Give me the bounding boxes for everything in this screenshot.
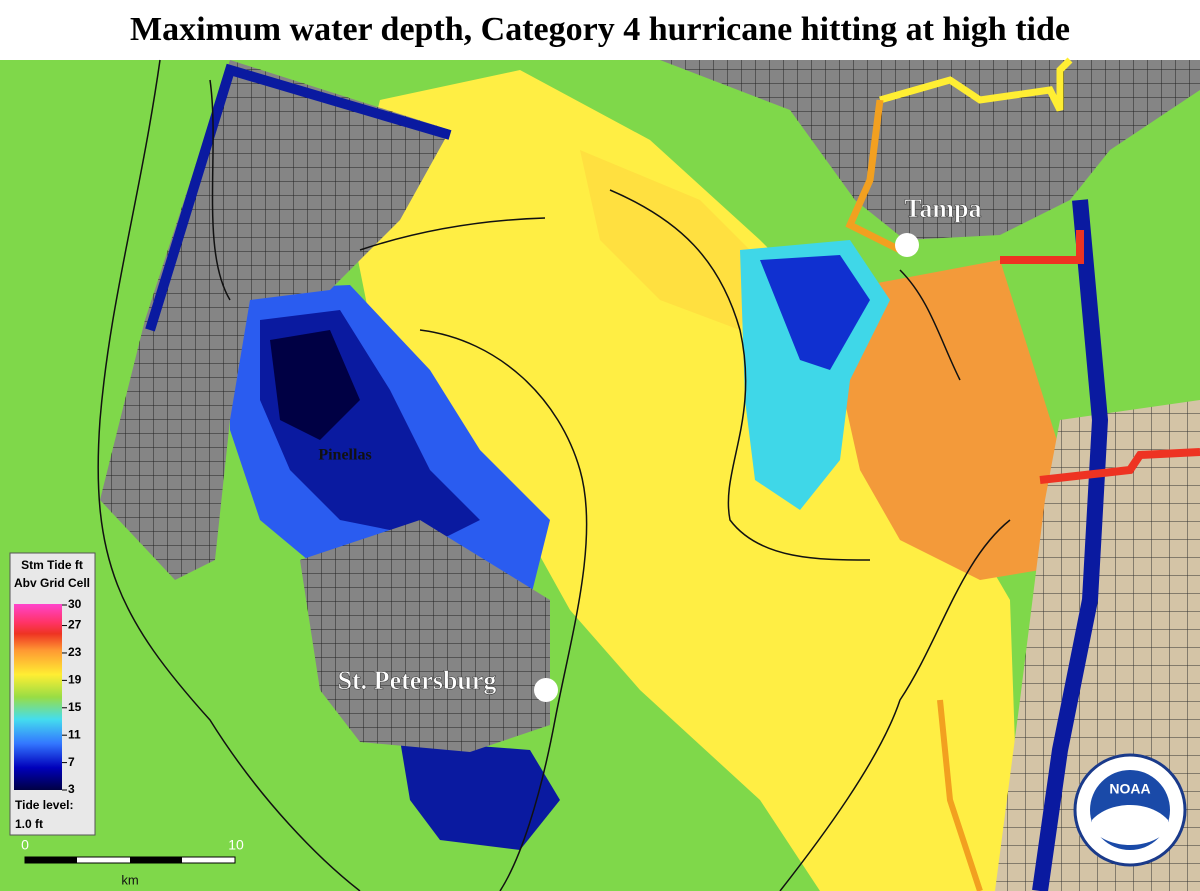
legend-tick-label: 27 [68, 618, 82, 632]
tide-label: Tide level: [15, 798, 73, 812]
boundary-line [937, 699, 983, 891]
logo-wave [1092, 805, 1168, 845]
boundary-line [879, 57, 1073, 112]
boundary-line [1039, 448, 1200, 484]
bay-yellow [350, 70, 1020, 891]
legend-tick-label: 30 [68, 597, 82, 611]
flood-blue [760, 255, 870, 370]
flood-dark [400, 740, 560, 850]
land-grid [100, 60, 450, 580]
city-marker [534, 678, 558, 702]
tide-value: 1.0 ft [15, 817, 43, 831]
legend-tick-label: 11 [68, 727, 81, 741]
noaa-logo: NOAA [1073, 753, 1187, 867]
legend: Stm Tide ft Abv Grid Cell Tide level: 1.… [9, 552, 96, 836]
legend-tick-label: 3 [68, 782, 75, 796]
scale-bar-segment [25, 857, 77, 863]
map-area [0, 57, 1200, 891]
title-band [0, 0, 1200, 60]
legend-tick-label: 15 [68, 700, 82, 714]
scale-end: 10 [228, 837, 244, 853]
flood-orange [840, 260, 1060, 580]
scale-bar: 0 10 km [21, 837, 244, 888]
legend-title: Abv Grid Cell [14, 576, 90, 590]
scale-bar-segment [130, 857, 182, 863]
title: Maximum water depth, Category 4 hurrican… [130, 11, 1070, 48]
legend-tick-label: 19 [68, 673, 82, 687]
boundary-line [845, 99, 902, 254]
boundary-line [1000, 230, 1084, 264]
region-label: Pinellas [318, 447, 371, 464]
scale-start: 0 [21, 837, 29, 853]
legend-tick-label: 23 [68, 645, 82, 659]
logo-text: NOAA [1109, 781, 1150, 797]
land-grid [660, 60, 1200, 240]
coast-flood [145, 63, 452, 332]
legend-tick-label: 7 [68, 755, 75, 769]
city-label: St. Petersburg [338, 666, 497, 695]
color-bar [14, 604, 62, 790]
land-grid [300, 520, 550, 752]
bay-deep [580, 150, 760, 330]
flood-darkest [270, 330, 360, 440]
coast-flood [1032, 199, 1109, 891]
legend-title: Stm Tide ft [21, 558, 83, 572]
city-label: Tampa [904, 194, 981, 223]
scale-unit: km [121, 872, 138, 887]
city-marker [895, 233, 919, 257]
coastline [97, 59, 1011, 891]
